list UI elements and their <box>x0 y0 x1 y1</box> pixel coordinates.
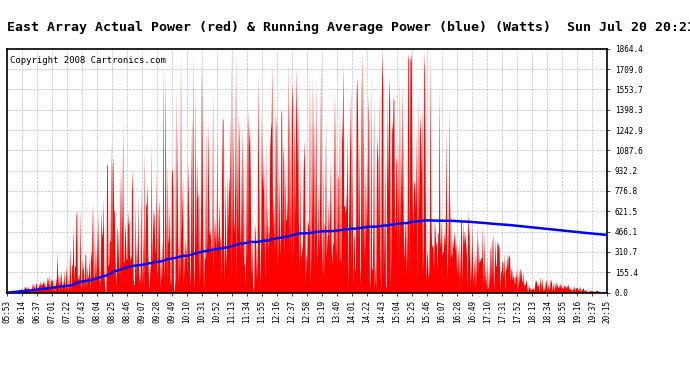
Text: Copyright 2008 Cartronics.com: Copyright 2008 Cartronics.com <box>10 56 166 65</box>
Text: East Array Actual Power (red) & Running Average Power (blue) (Watts)  Sun Jul 20: East Array Actual Power (red) & Running … <box>7 21 690 34</box>
